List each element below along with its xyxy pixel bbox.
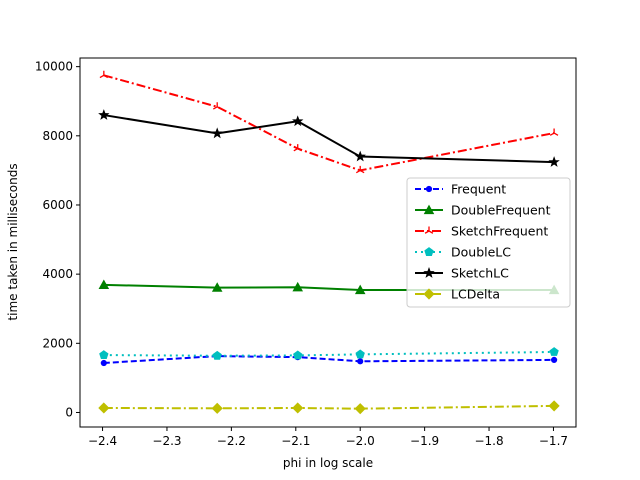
data-point (212, 102, 222, 110)
data-point (211, 402, 223, 414)
legend-box (406, 177, 571, 308)
series-doublelc (99, 347, 559, 360)
x-tick-label: −2.2 (217, 434, 246, 448)
x-tick-label: −2.4 (88, 434, 117, 448)
data-point (211, 127, 223, 139)
legend-label: SketchFrequent (451, 224, 548, 239)
legend-entry: DoubleFrequent (415, 203, 551, 218)
series-sketchlc (98, 109, 560, 167)
legend-marker (425, 185, 433, 193)
x-tick-label: −2.1 (281, 434, 310, 448)
y-axis-label: time taken in milliseconds (6, 163, 20, 320)
y-tick-label: 6000 (42, 198, 73, 212)
data-point (100, 359, 107, 367)
axes: −2.4 −2.3 −2.2 −2.1 −2.0 −1.9 −1.8 −1.7 0 2000 400… (35, 57, 577, 448)
data-point (549, 347, 559, 356)
legend-marker (424, 226, 434, 234)
legend-entry: Frequent (415, 182, 506, 197)
data-point (355, 165, 365, 174)
data-point (548, 156, 560, 167)
series-line (103, 114, 555, 164)
legend-label: LCDelta (451, 287, 500, 302)
data-point (292, 115, 304, 127)
series-sketchfrequent (99, 70, 559, 174)
legend-marker (423, 204, 435, 215)
data-point (548, 400, 560, 412)
series-line (103, 350, 555, 357)
legend-label: DoubleFrequent (451, 203, 551, 218)
y-tick-label: 8000 (42, 129, 73, 143)
data-point (293, 350, 303, 360)
data-point (292, 402, 304, 414)
series-line (103, 355, 555, 365)
data-point (212, 350, 222, 360)
data-point (355, 349, 365, 359)
data-point (354, 403, 366, 415)
y-tick-label: 4000 (42, 267, 73, 281)
y-tick-label: 10000 (35, 60, 73, 74)
y-tick-label: 0 (65, 405, 73, 419)
legend-entry: SketchLC (415, 266, 509, 281)
y-tick-label: 2000 (42, 336, 73, 350)
data-point (357, 358, 364, 365)
series-lcdelta (98, 400, 560, 415)
data-point (354, 284, 366, 295)
legend-marker (423, 288, 435, 300)
x-tick-label: −1.8 (474, 434, 503, 448)
series-line (103, 404, 555, 410)
x-tick-label: −2.0 (346, 434, 375, 448)
data-point (550, 356, 558, 364)
data-point (98, 279, 110, 289)
legend-entry: DoubleLC (415, 245, 511, 260)
data-point (549, 128, 559, 136)
plot-frame (79, 57, 577, 428)
data-point (211, 282, 223, 292)
legend-label: Frequent (451, 182, 506, 197)
data-point (354, 150, 366, 162)
legend-label: SketchLC (451, 266, 509, 281)
legend-marker (424, 247, 434, 256)
data-point (293, 144, 302, 152)
x-tick-label: −1.9 (410, 434, 439, 448)
x-axis-label: phi in log scale (283, 456, 373, 470)
series-line (103, 74, 555, 172)
data-point (98, 402, 110, 414)
legend-marker (423, 267, 435, 278)
legend-label: DoubleLC (451, 245, 511, 260)
data-point (98, 109, 110, 120)
legend: Frequent DoubleFrequent SketchFrequent Doub… (406, 177, 571, 308)
series-frequent (100, 353, 558, 367)
legend-entry: LCDelta (415, 287, 500, 302)
legend-entry: SketchFrequent (415, 224, 548, 239)
x-tick-label: −1.7 (539, 434, 568, 448)
data-point (99, 70, 109, 79)
x-tick-label: −2.3 (152, 434, 181, 448)
data-point (292, 281, 304, 292)
data-point (99, 350, 109, 360)
